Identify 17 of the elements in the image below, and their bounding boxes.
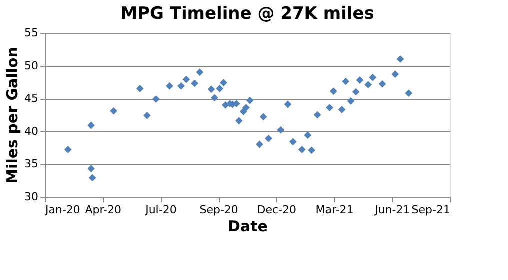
x-tick-label: Mar-21: [316, 204, 354, 216]
x-tick-label: Jun-21: [374, 204, 410, 216]
chart-title: MPG Timeline @ 27K miles: [120, 4, 374, 24]
y-axis-title: Miles per Gallon: [4, 47, 22, 184]
x-axis-title: Date: [228, 218, 268, 236]
y-tick-label: 50: [24, 59, 38, 72]
y-tick-label: 55: [24, 26, 38, 40]
y-tick-label: 30: [24, 190, 38, 204]
y-tick-label: 35: [24, 158, 38, 171]
x-tick-label: Sep-21: [412, 204, 450, 216]
x-tick-label: Jan-20: [44, 204, 80, 216]
y-tick-label: 40: [24, 124, 38, 138]
x-tick-label: Jul-20: [144, 204, 177, 216]
x-tick-label: Dec-20: [257, 204, 297, 216]
y-tick-label: 45: [24, 92, 38, 106]
x-tick-label: Sep-20: [200, 204, 238, 216]
x-tick-label: Apr-20: [85, 204, 122, 216]
